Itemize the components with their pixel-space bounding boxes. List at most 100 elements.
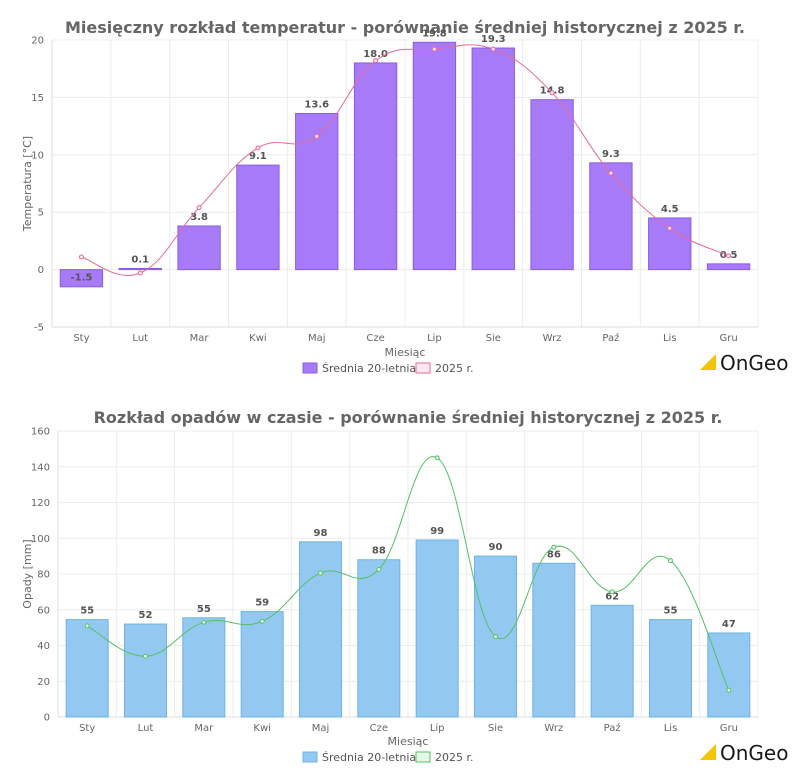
- legend-swatch-bar: [302, 751, 318, 763]
- bar-data-label: 98: [314, 528, 328, 539]
- bar: [182, 617, 226, 718]
- logo-text: OnGeo: [720, 351, 788, 375]
- legend-label-line: 2025 r.: [435, 751, 474, 764]
- bar-data-label: 13.6: [304, 99, 329, 110]
- bar-data-label: 9.1: [249, 151, 267, 162]
- precipitation-chart-panel: Rozkład opadów w czasie - porównanie śre…: [0, 392, 811, 784]
- bar: [590, 604, 634, 718]
- bar-data-label: 18.0: [363, 49, 388, 60]
- x-tick-label: Lip: [427, 333, 442, 344]
- y-tick-label: -5: [34, 323, 44, 334]
- line-point: [84, 623, 90, 629]
- x-tick-label: Paź: [602, 332, 619, 344]
- bar: [471, 47, 515, 271]
- bar-data-label: 47: [722, 619, 736, 630]
- precipitation-chart: Rozkład opadów w czasie - porównanie śre…: [21, 408, 788, 765]
- y-tick-label: 20: [31, 36, 44, 47]
- legend-label-bar: Średnia 20-letnia: [322, 362, 416, 375]
- line-point: [318, 570, 323, 576]
- line-point: [201, 619, 207, 625]
- x-tick-label: Maj: [308, 333, 326, 344]
- y-tick-label: 5: [38, 208, 44, 219]
- bar-data-label: 55: [664, 606, 678, 617]
- bar-data-label: 19.3: [481, 34, 506, 45]
- y-tick-label: 15: [31, 93, 44, 104]
- bar: [65, 619, 109, 718]
- line-point: [376, 567, 382, 573]
- bar-data-label: 4.5: [661, 204, 679, 215]
- bar: [649, 619, 692, 718]
- x-tick-label: Sty: [79, 723, 95, 734]
- line-point: [726, 253, 732, 259]
- temperature-chart-panel: Miesięczny rozkład temperatur - porównan…: [21, 18, 788, 375]
- x-tick-label: Lip: [430, 723, 445, 734]
- x-axis-label: Miesiąc: [388, 735, 429, 748]
- ongeo-logo: OnGeo: [700, 351, 788, 375]
- x-tick-label: Cze: [370, 723, 388, 734]
- bar-data-label: 19.8: [422, 28, 447, 39]
- bar: [240, 611, 284, 718]
- x-tick-label: Lut: [138, 723, 154, 734]
- x-tick-label: Wrz: [543, 333, 562, 344]
- bar-data-label: 3.8: [190, 212, 208, 223]
- logo-text: OnGeo: [720, 741, 788, 765]
- bar-data-label: 90: [489, 542, 503, 553]
- y-axis-label: Temperatura [°C]: [21, 136, 34, 232]
- line-point: [314, 133, 320, 139]
- x-tick-label: Kwi: [253, 723, 271, 734]
- bar: [706, 263, 751, 271]
- line-point: [726, 687, 732, 693]
- y-tick-label: 40: [37, 641, 50, 652]
- x-axis-label: Miesiąc: [385, 346, 426, 359]
- bar-data-label: 59: [255, 598, 269, 609]
- line-point: [493, 634, 498, 640]
- bar: [412, 41, 457, 271]
- ongeo-logo: OnGeo: [700, 741, 788, 765]
- y-tick-label: 0: [44, 713, 50, 724]
- x-tick-label: Lis: [663, 333, 677, 344]
- bar-data-label: 52: [139, 610, 153, 621]
- line-point: [137, 270, 143, 276]
- bar-data-label: 55: [80, 606, 94, 617]
- line-point: [490, 46, 496, 52]
- x-tick-label: Sie: [486, 333, 501, 344]
- bar-data-label: 88: [372, 546, 386, 557]
- x-tick-label: Gru: [720, 723, 738, 734]
- legend-swatch-line: [415, 751, 431, 763]
- y-axis-label: Opady [mm]: [21, 539, 34, 608]
- line-point: [667, 225, 673, 231]
- bar: [299, 541, 342, 718]
- line-2025: [81, 44, 729, 276]
- y-tick-label: 10: [31, 150, 44, 161]
- y-tick-label: 20: [37, 677, 50, 688]
- x-tick-label: Paź: [604, 722, 621, 734]
- line-point: [668, 558, 673, 564]
- bar-data-label: 99: [430, 526, 444, 537]
- logo-mark-icon: [700, 744, 716, 760]
- line-point: [78, 254, 84, 260]
- bar: [124, 623, 167, 718]
- x-tick-label: Gru: [719, 333, 737, 344]
- x-tick-label: Lis: [664, 723, 678, 734]
- bar: [118, 267, 162, 271]
- bar: [589, 162, 633, 271]
- temperature-chart: Miesięczny rozkład temperatur - porównan…: [21, 18, 788, 375]
- x-tick-label: Kwi: [249, 333, 267, 344]
- bar: [357, 559, 401, 718]
- bar: [177, 225, 221, 271]
- bar: [648, 217, 692, 271]
- line-point: [196, 205, 202, 211]
- logo-mark-icon: [700, 354, 716, 370]
- legend-label-line: 2025 r.: [435, 362, 474, 375]
- x-tick-label: Mar: [194, 723, 214, 734]
- y-tick-label: 80: [37, 570, 50, 581]
- bar-data-label: 9.3: [602, 149, 620, 160]
- bar-data-label: 55: [197, 604, 211, 615]
- bar: [532, 562, 576, 718]
- y-tick-label: 140: [31, 462, 50, 473]
- bar: [353, 62, 398, 271]
- line-point: [549, 90, 555, 96]
- bar-data-label: -1.5: [70, 273, 92, 284]
- line-point: [434, 455, 440, 461]
- line-point: [551, 544, 557, 550]
